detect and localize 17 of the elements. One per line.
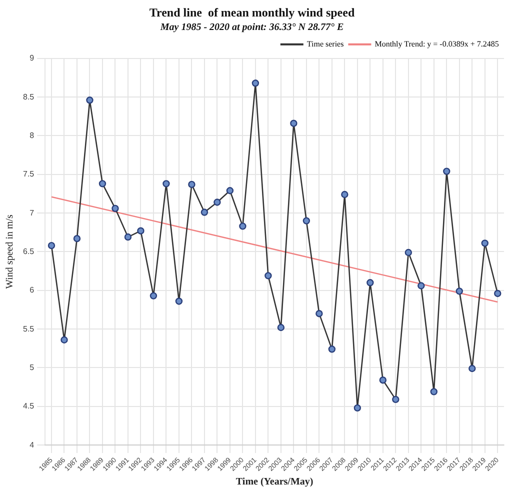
y-tick-label: 6.5 — [22, 246, 35, 256]
y-axis-title: Wind speed in m/s — [4, 214, 16, 289]
y-tick-label: 8 — [30, 130, 35, 140]
y-tick-label: 6 — [30, 286, 35, 295]
x-axis-title: Time (Years/May) — [236, 476, 314, 488]
y-tick-label: 4.5 — [22, 402, 35, 411]
y-tick-label: 5.5 — [22, 324, 35, 334]
chart-title: Trend line of mean monthly wind speed — [149, 5, 355, 20]
y-tick-label: 7 — [30, 208, 35, 218]
legend-label: Time series — [306, 39, 344, 48]
y-tick-label: 5 — [30, 362, 35, 372]
chart-subtitle: May 1985 - 2020 at point: 36.33° N 28.77° E — [159, 22, 344, 33]
y-tick-label: 9 — [30, 54, 35, 63]
y-tick-label: 4 — [30, 440, 35, 450]
y-tick-label: 7.5 — [22, 170, 35, 179]
y-tick-label: 8.5 — [22, 92, 35, 102]
legend-label: Monthly Trend: y = -0.0389x + 7.2485 — [374, 39, 499, 48]
